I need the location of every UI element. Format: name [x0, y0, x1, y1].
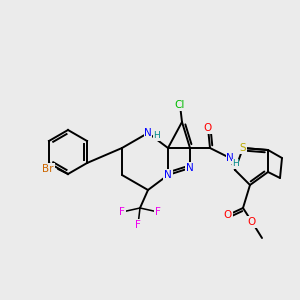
Text: N: N [186, 163, 194, 173]
Text: H: H [232, 160, 239, 169]
Text: N: N [226, 153, 234, 163]
Text: O: O [248, 217, 256, 227]
Text: N: N [164, 170, 172, 180]
Text: Br: Br [42, 164, 54, 174]
Text: N: N [144, 128, 152, 138]
Text: F: F [135, 220, 141, 230]
Text: O: O [224, 210, 232, 220]
Text: H: H [153, 131, 160, 140]
Text: S: S [240, 143, 246, 153]
Text: F: F [119, 207, 125, 217]
Text: F: F [155, 207, 161, 217]
Text: Br: Br [42, 164, 54, 174]
Text: Cl: Cl [175, 100, 185, 110]
Text: O: O [204, 123, 212, 133]
